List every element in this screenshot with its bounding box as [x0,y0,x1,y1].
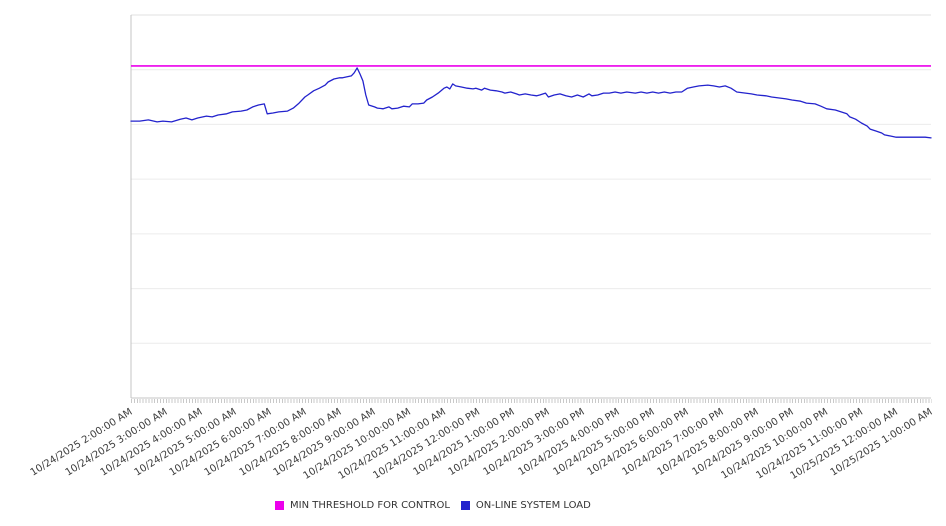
x-axis-tick-strip [131,399,932,403]
legend-item-min-threshold: MIN THRESHOLD FOR CONTROL [275,500,450,511]
legend-item-online-load: ON-LINE SYSTEM LOAD [460,500,591,511]
load-swatch-icon [460,501,470,510]
online-system-load-line [130,67,932,139]
legend-label-threshold: MIN THRESHOLD FOR CONTROL [290,500,450,511]
legend: MIN THRESHOLD FOR CONTROL ON-LINE SYSTEM… [275,500,591,511]
legend-label-load: ON-LINE SYSTEM LOAD [475,500,591,511]
threshold-swatch-icon [275,501,284,510]
